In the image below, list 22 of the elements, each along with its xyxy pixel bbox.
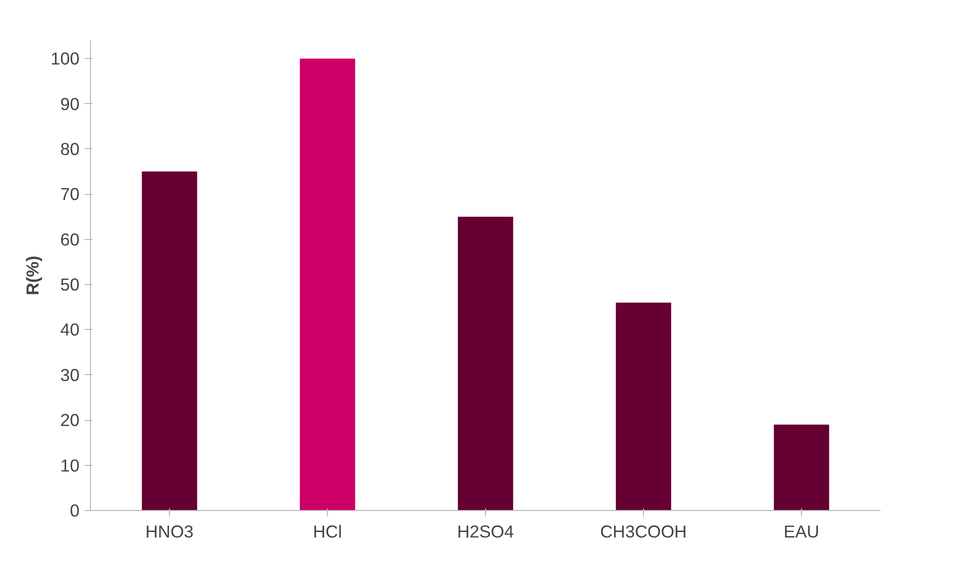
y-tick-label: 40: [60, 320, 80, 340]
bar: [142, 172, 198, 510]
bar: [616, 302, 672, 510]
x-tick-label: CH3COOH: [600, 522, 687, 542]
y-tick-label: 10: [60, 455, 80, 476]
y-tick-label: 90: [60, 94, 80, 114]
x-tick-label: HNO3: [145, 522, 194, 542]
y-tick-label: 70: [60, 184, 80, 204]
y-tick-label: 100: [50, 48, 80, 69]
y-tick-label: 60: [60, 229, 80, 250]
x-tick-label: EAU: [784, 522, 820, 542]
y-tick-label: 20: [60, 410, 80, 430]
y-tick-label: 30: [60, 364, 80, 385]
y-tick-label: 80: [60, 138, 80, 159]
bar: [458, 216, 514, 510]
bar: [774, 424, 830, 510]
y-tick-label: 0: [70, 500, 80, 520]
x-tick-label: HCl: [313, 522, 342, 542]
y-axis-title: R(%): [22, 256, 43, 296]
bar: [300, 58, 356, 510]
x-tick-label: H2SO4: [457, 522, 514, 542]
y-tick-label: 50: [60, 274, 80, 295]
